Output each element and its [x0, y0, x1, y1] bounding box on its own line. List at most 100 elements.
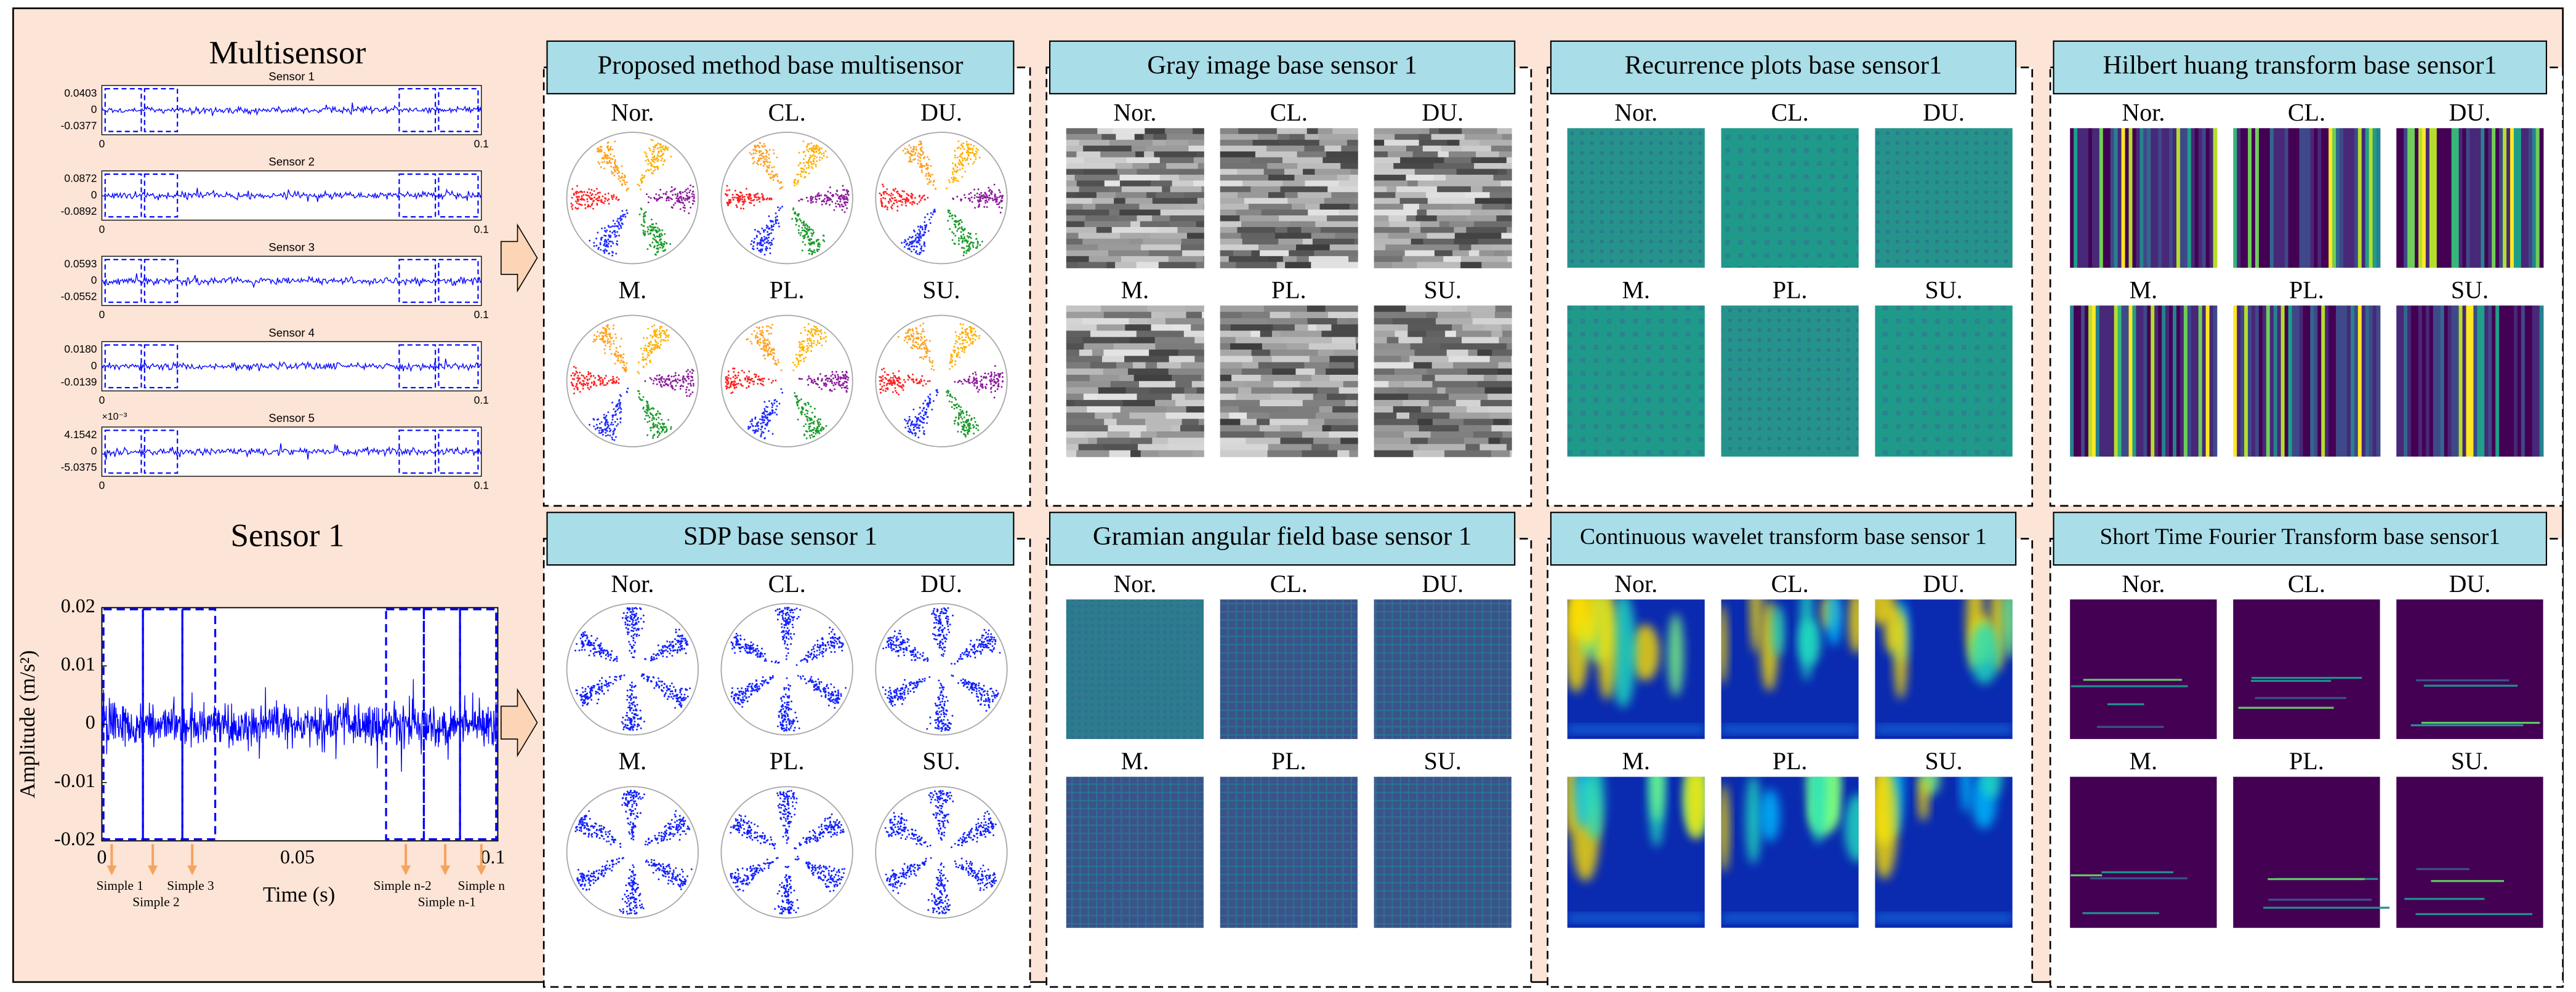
scatter-dot: [593, 245, 595, 247]
image-pixel: [1267, 450, 1303, 457]
scatter-dot: [800, 412, 802, 414]
scatter-dot: [935, 188, 937, 190]
scatter-dot: [571, 208, 574, 210]
scatter-dot: [685, 391, 687, 393]
scatter-dot: [734, 190, 736, 192]
scatter-dot: [922, 157, 925, 159]
scatter-dot: [646, 226, 649, 228]
scatter-dot: [640, 223, 643, 226]
scatter-dot: [592, 375, 595, 377]
image-pixel: [1467, 368, 1498, 375]
image-pixel: [1279, 215, 1327, 222]
scatter-dot: [821, 157, 823, 159]
image-pixel: [1258, 134, 1278, 140]
scatter-dot: [597, 151, 599, 153]
scatter-dot: [643, 337, 645, 339]
scatter-dot: [587, 371, 590, 374]
scatter-dot: [776, 405, 778, 407]
scatter-dot: [576, 207, 578, 210]
scatter-dot: [968, 344, 970, 346]
scatter-dot: [664, 340, 667, 342]
x-tick-label: 0: [99, 394, 105, 406]
scatter-dot: [810, 232, 813, 234]
scatter-dot: [824, 378, 827, 381]
scatter-dot: [682, 191, 684, 194]
scatter-dot: [590, 382, 593, 384]
stripe: [2099, 128, 2104, 268]
scatter-dot: [775, 219, 777, 222]
scatter-dot: [988, 197, 990, 199]
scatter-dot: [897, 335, 900, 338]
stripe: [2266, 128, 2271, 268]
scatter-dot: [909, 146, 912, 149]
scatter-dot: [667, 334, 670, 337]
scatter-dot: [597, 231, 599, 234]
scatter-dot: [965, 250, 968, 252]
scatter-dot: [627, 187, 629, 190]
image-pixel: [1119, 174, 1161, 182]
scatter-dot: [956, 147, 959, 150]
scatter-dot: [658, 197, 660, 199]
scatter-dot: [693, 193, 695, 196]
scatter-dot: [656, 436, 659, 438]
scatter-dot: [910, 241, 912, 244]
image-pixel: [1392, 318, 1436, 325]
scatter-dot: [610, 423, 612, 426]
scatter-dot: [592, 207, 594, 210]
scatter-dot: [813, 423, 815, 425]
scatter-dot: [917, 154, 919, 157]
scatter-dot: [690, 380, 692, 382]
scatter-dot: [977, 429, 980, 431]
image-pixel: [1180, 425, 1201, 432]
image-pixel: [1452, 305, 1468, 313]
image-pixel: [1149, 387, 1185, 394]
scatter-dot: [898, 382, 900, 384]
scatter-dot: [809, 377, 811, 380]
image-pixel: [1152, 198, 1178, 204]
scatter-dot: [903, 339, 906, 342]
scatter-dot: [825, 385, 827, 387]
scatter-dot: [882, 197, 885, 199]
scatter-dot: [975, 374, 977, 376]
scatter-dot: [661, 146, 664, 149]
scatter-dot: [680, 384, 683, 386]
scatter-dot: [641, 174, 643, 177]
image-pixel: [1406, 215, 1417, 222]
scatter-dot: [808, 248, 811, 250]
scatter-dot: [800, 413, 803, 415]
image-pixel: [1125, 387, 1150, 394]
scatter-dot: [763, 143, 765, 145]
scatter-dot: [684, 199, 686, 201]
scatter-dot: [909, 337, 911, 340]
image-pixel: [1135, 151, 1145, 158]
scatter-dot: [658, 233, 661, 236]
scatter-dot: [612, 375, 614, 378]
scatter-dot: [965, 380, 968, 383]
scatter-dot: [903, 190, 905, 193]
scatter-dot: [807, 338, 809, 340]
scatter-dot: [620, 337, 622, 340]
scatter-dot: [757, 421, 760, 423]
image-pixel: [1311, 233, 1336, 239]
scatter-dot: [885, 390, 887, 393]
stripe: [2284, 128, 2289, 268]
scatter-dot: [658, 150, 661, 153]
scatter-dot: [839, 204, 840, 206]
scatter-dot: [627, 387, 629, 390]
image-pixel: [1337, 174, 1350, 182]
image-pixel: [1263, 305, 1308, 313]
scatter-dot: [778, 361, 780, 364]
scatter-dot: [605, 231, 607, 233]
scatter-dot: [906, 342, 909, 344]
image-pixel: [1250, 186, 1281, 193]
scatter-dot: [643, 233, 645, 236]
scatter-dot: [802, 158, 805, 161]
image-pixel: [1138, 444, 1168, 451]
scatter-dot: [608, 226, 610, 228]
scatter-dot: [679, 208, 682, 210]
scatter-dot: [600, 377, 603, 379]
image-pixel: [1302, 399, 1346, 407]
scatter-dot: [954, 163, 957, 166]
scatter-dot: [987, 372, 989, 375]
image-pixel: [1314, 368, 1327, 375]
